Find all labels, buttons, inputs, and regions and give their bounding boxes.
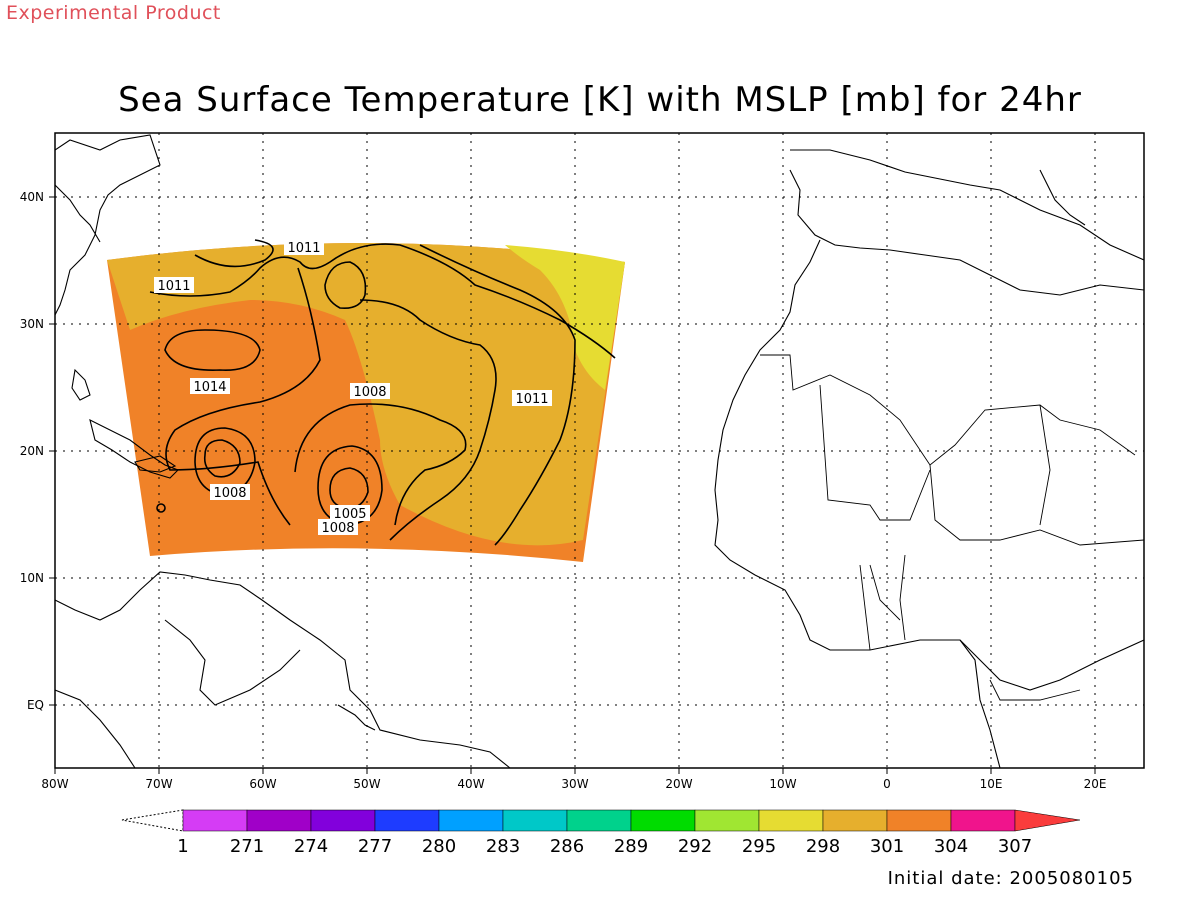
- colorbar-cell: [822, 809, 888, 832]
- contour-label: 1014: [193, 380, 226, 395]
- colorbar-label: 289: [614, 836, 648, 857]
- colorbar-upper-arrow: [1014, 809, 1081, 832]
- sst-field-yellow: [505, 245, 625, 390]
- colorbar-cells: [182, 809, 1016, 832]
- x-tick-label: 0: [883, 777, 891, 791]
- y-tick-label: EQ: [27, 698, 44, 712]
- map-title: Sea Surface Temperature [K] with MSLP [m…: [118, 80, 1082, 120]
- contour-label: 1005: [333, 507, 366, 522]
- x-tick-label: 30W: [561, 777, 588, 791]
- x-tick-label: 80W: [41, 777, 68, 791]
- x-tick-label: 20E: [1084, 777, 1107, 791]
- contour-label: 1011: [515, 392, 548, 407]
- colorbar-labels: 1 271 274 277 280 283 286 289 292 295 29…: [177, 836, 1032, 857]
- x-tick-label: 20W: [665, 777, 692, 791]
- x-tick-label: 10W: [769, 777, 796, 791]
- x-tick-label: 60W: [249, 777, 276, 791]
- colorbar-cell: [246, 809, 312, 832]
- x-tick-label: 70W: [145, 777, 172, 791]
- country-borders: [760, 354, 1144, 701]
- x-tick-label: 50W: [353, 777, 380, 791]
- colorbar-label: 301: [870, 836, 904, 857]
- experimental-product-label: Experimental Product: [6, 2, 221, 24]
- contour-label: 1011: [287, 241, 320, 256]
- colorbar-label: 274: [294, 836, 328, 857]
- sst-field-gold: [107, 242, 625, 546]
- tick-marks: [49, 196, 1096, 774]
- colorbar-label: 292: [678, 836, 712, 857]
- x-tick-label: 10E: [980, 777, 1003, 791]
- colorbar-lower-arrow: [121, 809, 184, 832]
- contour-label: 1008: [321, 521, 354, 536]
- y-tick-label: 30N: [20, 317, 44, 331]
- x-tick-label: 40W: [457, 777, 484, 791]
- colorbar-cell: [630, 809, 696, 832]
- x-axis-labels: 80W 70W 60W 50W 40W 30W 20W 10W 0 10E 20…: [41, 777, 1106, 791]
- y-tick-label: 10N: [20, 571, 44, 585]
- colorbar-label: 271: [230, 836, 264, 857]
- colorbar: 1 271 274 277 280 283 286 289 292 295 29…: [121, 809, 1081, 857]
- contour-labels: 1011 1011 1011 1014 1008 1008 1005 1008: [154, 239, 552, 536]
- colorbar-cell: [438, 809, 504, 832]
- y-axis-labels: 40N 30N 20N 10N EQ: [20, 190, 44, 712]
- colorbar-cell: [758, 809, 824, 832]
- colorbar-label: 307: [998, 836, 1032, 857]
- y-tick-label: 20N: [20, 444, 44, 458]
- colorbar-label: 277: [358, 836, 392, 857]
- colorbar-cell: [694, 809, 760, 832]
- colorbar-cell: [182, 809, 248, 832]
- colorbar-cell: [374, 809, 440, 832]
- colorbar-label: 283: [486, 836, 520, 857]
- colorbar-cell: [566, 809, 632, 832]
- initial-date: Initial date: 2005080105: [887, 868, 1134, 889]
- colorbar-label: 286: [550, 836, 584, 857]
- colorbar-cell: [502, 809, 568, 832]
- colorbar-label: 1: [177, 836, 188, 857]
- colorbar-cell: [950, 809, 1016, 832]
- colorbar-cell: [310, 809, 376, 832]
- graticule: [55, 133, 1144, 768]
- coastlines: [55, 134, 1144, 768]
- colorbar-label: 298: [806, 836, 840, 857]
- colorbar-label: 295: [742, 836, 776, 857]
- colorbar-label: 304: [934, 836, 968, 857]
- map-plot-area: [55, 133, 1144, 768]
- contour-label: 1008: [213, 486, 246, 501]
- contour-label: 1008: [353, 385, 386, 400]
- y-tick-label: 40N: [20, 190, 44, 204]
- contour-label: 1011: [157, 279, 190, 294]
- colorbar-label: 280: [422, 836, 456, 857]
- colorbar-cell: [886, 809, 952, 832]
